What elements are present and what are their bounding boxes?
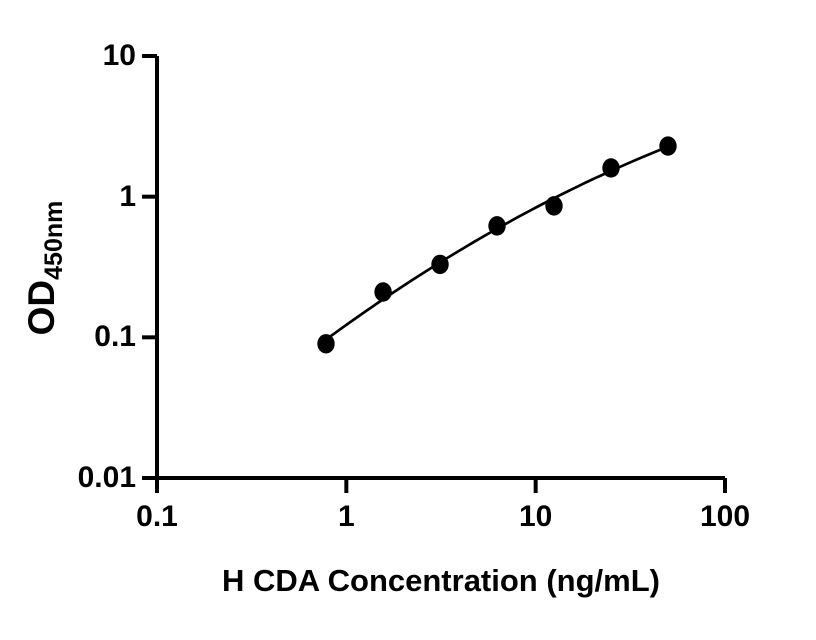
x-tick-label-1: 1 — [337, 500, 355, 533]
data-point — [431, 254, 449, 275]
data-point — [317, 334, 335, 354]
y-tick-label-1: 1 — [119, 179, 136, 213]
x-axis-title: H CDA Concentration (ng/mL) — [222, 563, 660, 598]
x-tick-label-10: 10 — [518, 500, 553, 533]
data-point — [488, 216, 506, 236]
y-tick-label-10: 10 — [102, 39, 136, 72]
y-axis-title-subscript: 450nm — [40, 200, 68, 280]
data-point — [602, 158, 620, 178]
standard-curve-line — [325, 145, 669, 341]
data-point — [374, 282, 392, 302]
x-tick-label-0-1: 0.1 — [136, 500, 178, 533]
y-axis-title: OD450nm — [21, 200, 68, 336]
x-tick-label-100: 100 — [699, 500, 751, 533]
y-tick-label-0-01: 0.01 — [77, 461, 136, 494]
data-point — [545, 196, 563, 216]
data-point — [659, 136, 677, 156]
y-tick-label-0-1: 0.1 — [94, 320, 136, 354]
y-axis-title-main: OD — [21, 279, 62, 336]
